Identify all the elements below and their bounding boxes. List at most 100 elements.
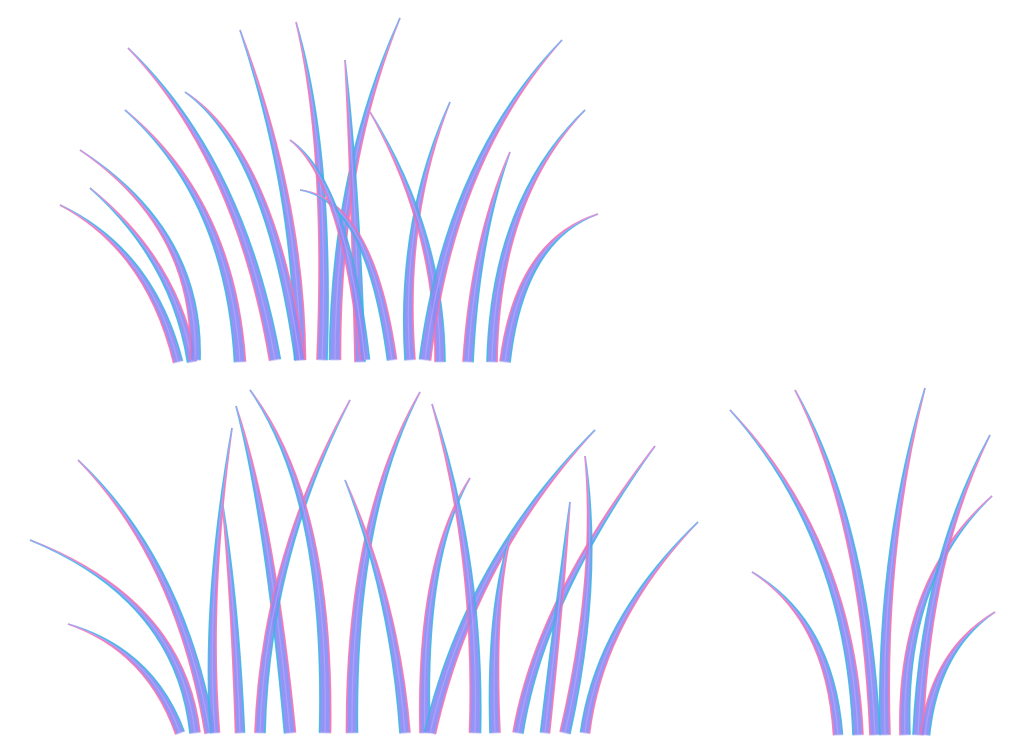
- grass-blade-highlight: [289, 139, 366, 361]
- grass-clump-top-left: [59, 17, 599, 364]
- grass-blade-body: [78, 460, 215, 734]
- grass-blade-highlight: [584, 521, 699, 734]
- grass-blade-edge: [184, 91, 296, 361]
- grass-blade-edge: [344, 479, 411, 733]
- grass-blade-body: [185, 92, 305, 361]
- grass-blade-edge: [429, 39, 563, 361]
- grass-blade: [486, 109, 586, 363]
- grass-blade-highlight: [794, 389, 876, 736]
- grass-blade-edge: [249, 389, 321, 733]
- grass-blade-edge: [221, 499, 246, 733]
- grass-blade-highlight: [369, 111, 441, 363]
- grass-blade-edge: [29, 539, 201, 733]
- grass-blade-edge: [77, 459, 206, 735]
- grass-blade-edge: [184, 91, 306, 360]
- grass-blade-highlight: [77, 459, 211, 734]
- grass-blade-edge: [472, 151, 511, 363]
- grass-blade: [328, 17, 401, 361]
- grass-blade-highlight: [89, 187, 193, 363]
- grass-blade: [221, 499, 246, 734]
- grass-blade: [79, 149, 201, 361]
- grass-blade-edge: [423, 429, 596, 732]
- grass-blade-body: [255, 400, 350, 734]
- grass-blade-edge: [239, 29, 307, 361]
- grass-blade-edge: [486, 109, 586, 362]
- grass-blade-highlight: [67, 623, 181, 734]
- grass-blade-highlight: [184, 91, 301, 361]
- grass-blade-edge: [124, 109, 236, 363]
- grass-blade-highlight: [235, 405, 291, 734]
- grass-blade: [488, 531, 513, 734]
- grass-blade-edge: [794, 389, 871, 736]
- grass-clump-bottom-right: [729, 387, 996, 736]
- grass-blade-edge: [215, 427, 233, 733]
- grass-blade-body: [236, 406, 296, 734]
- grass-blade-highlight: [127, 47, 276, 361]
- grass-blade-highlight: [407, 101, 451, 361]
- grass-blade: [462, 151, 511, 363]
- grass-blade-edge: [249, 389, 332, 734]
- grass-blade-highlight: [211, 427, 233, 734]
- grass-blade-edge: [328, 17, 401, 361]
- grass-blade-edge: [522, 445, 656, 734]
- grass-blade: [235, 405, 297, 734]
- grass-blade-edge: [77, 459, 216, 733]
- grass-blade: [249, 389, 332, 734]
- grass-blade-edge: [928, 611, 996, 736]
- grass-blade-edge: [434, 429, 596, 735]
- grass-blade: [254, 399, 351, 734]
- grass-blade-highlight: [904, 495, 993, 736]
- grass-blade-body: [30, 540, 200, 734]
- grass-blade-highlight: [299, 189, 393, 361]
- grass-blade-highlight: [424, 39, 563, 361]
- grass-blade-edge: [59, 204, 175, 364]
- grass-blade-edge: [878, 387, 926, 736]
- grass-blade-edge: [127, 47, 271, 362]
- grass-blade-highlight: [751, 571, 839, 736]
- grass-blade-edge: [402, 101, 451, 361]
- grass-blade-highlight: [249, 389, 326, 734]
- grass-blade: [751, 571, 844, 736]
- grass-blade-edge: [548, 501, 571, 734]
- grass-blade-edge: [431, 403, 482, 734]
- grass-blade-edge: [79, 149, 192, 360]
- grass-blade-body: [290, 140, 370, 361]
- grass-blade-edge: [369, 111, 446, 363]
- grass-blade: [59, 204, 184, 364]
- grass-blade: [794, 389, 881, 736]
- grass-blade-highlight: [124, 109, 241, 363]
- grass-blade: [344, 479, 411, 734]
- grass-blade-edge: [794, 389, 881, 735]
- grass-blade-highlight: [883, 387, 926, 736]
- grass-blade-highlight: [59, 204, 179, 363]
- grass-blade-body: [346, 392, 420, 734]
- grass-blade-highlight: [344, 479, 406, 734]
- grass-blade: [559, 455, 593, 735]
- grass-blade-edge: [344, 59, 356, 363]
- grass-blade-highlight: [493, 531, 513, 734]
- grass-blade: [579, 521, 699, 734]
- grass-blade-body: [580, 522, 698, 734]
- grass-blade-highlight: [239, 29, 301, 361]
- grass-blade-edge: [539, 501, 571, 733]
- grass-blade-edge: [289, 139, 362, 361]
- grass-blade-edge: [356, 391, 421, 733]
- grass-blade-body: [899, 496, 992, 736]
- grass-clump-bottom-left: [29, 389, 699, 735]
- grass-blade-highlight: [564, 455, 591, 734]
- grass-blade-highlight: [79, 149, 196, 361]
- grass-blade-body: [489, 532, 512, 734]
- grass-blade-edge: [418, 39, 563, 360]
- grass-blade-body: [730, 410, 863, 736]
- grass-blade-highlight: [429, 429, 596, 734]
- grass-blade-edge: [888, 387, 926, 735]
- grass-blade-body: [80, 150, 201, 361]
- grass-blade-edge: [729, 409, 854, 736]
- grass-blade: [423, 429, 596, 735]
- grass-blade-edge: [207, 427, 233, 734]
- grass-blade-edge: [344, 479, 401, 734]
- grass-blade-edge: [496, 109, 586, 363]
- grass-blade-body: [370, 112, 445, 362]
- grass-blade-edge: [67, 623, 177, 735]
